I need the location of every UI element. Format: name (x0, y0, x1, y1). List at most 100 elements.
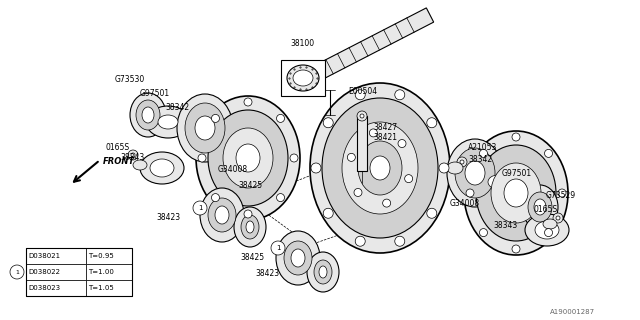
Circle shape (558, 189, 566, 197)
Circle shape (357, 111, 367, 121)
Bar (86, 248, 132, 264)
Ellipse shape (185, 103, 225, 153)
Bar (86, 280, 132, 296)
Ellipse shape (246, 221, 254, 233)
Text: 38343: 38343 (493, 220, 517, 229)
Text: 38342: 38342 (165, 103, 189, 113)
Text: 0165S: 0165S (534, 205, 558, 214)
Ellipse shape (314, 260, 332, 284)
Ellipse shape (358, 141, 402, 195)
Circle shape (404, 175, 413, 183)
Circle shape (211, 115, 220, 123)
Circle shape (128, 150, 138, 160)
Circle shape (276, 194, 285, 202)
Circle shape (311, 163, 321, 173)
Circle shape (360, 114, 364, 118)
Circle shape (355, 236, 365, 246)
Circle shape (383, 199, 390, 207)
Ellipse shape (136, 100, 160, 130)
Ellipse shape (293, 76, 307, 88)
Text: G34008: G34008 (218, 165, 248, 174)
Circle shape (545, 149, 552, 157)
Bar (26, 248, 132, 296)
Text: 38343: 38343 (120, 154, 144, 163)
Circle shape (211, 194, 220, 202)
Circle shape (131, 153, 135, 157)
Ellipse shape (287, 65, 319, 91)
Ellipse shape (310, 83, 450, 253)
Text: E00504: E00504 (348, 87, 377, 97)
Bar (26, 280, 86, 296)
Ellipse shape (342, 122, 418, 214)
Ellipse shape (522, 185, 558, 229)
Circle shape (323, 208, 333, 218)
Ellipse shape (234, 207, 266, 247)
Circle shape (395, 90, 404, 100)
Ellipse shape (525, 214, 569, 246)
Circle shape (198, 154, 206, 162)
Circle shape (427, 118, 436, 128)
Ellipse shape (142, 107, 154, 123)
Ellipse shape (236, 144, 260, 172)
Ellipse shape (195, 116, 215, 140)
Circle shape (512, 245, 520, 253)
Text: 38423: 38423 (156, 213, 180, 222)
Circle shape (457, 157, 467, 167)
Ellipse shape (447, 139, 503, 207)
Ellipse shape (488, 175, 508, 189)
Ellipse shape (146, 106, 190, 138)
Ellipse shape (293, 70, 313, 86)
Text: D038023: D038023 (28, 285, 60, 291)
Circle shape (427, 208, 436, 218)
Circle shape (479, 149, 488, 157)
Circle shape (466, 189, 474, 197)
Bar (26, 264, 86, 280)
Ellipse shape (140, 152, 184, 184)
Circle shape (244, 98, 252, 106)
Ellipse shape (455, 148, 495, 198)
Text: G97501: G97501 (502, 170, 532, 179)
Circle shape (355, 90, 365, 100)
Text: 1: 1 (198, 205, 202, 211)
Ellipse shape (534, 199, 546, 215)
Text: 38421: 38421 (373, 133, 397, 142)
Text: G34008: G34008 (450, 199, 480, 209)
Circle shape (348, 153, 355, 161)
Ellipse shape (158, 115, 178, 129)
Ellipse shape (241, 215, 259, 239)
Circle shape (244, 210, 252, 218)
Text: G73530: G73530 (115, 76, 145, 84)
Ellipse shape (276, 231, 320, 285)
Text: 1: 1 (276, 245, 280, 251)
Text: 38425: 38425 (238, 181, 262, 190)
Circle shape (439, 163, 449, 173)
Ellipse shape (465, 161, 485, 185)
Ellipse shape (476, 145, 556, 241)
Ellipse shape (535, 221, 559, 239)
Ellipse shape (208, 110, 288, 206)
Circle shape (354, 188, 362, 196)
Ellipse shape (284, 241, 312, 275)
Ellipse shape (200, 188, 244, 242)
Ellipse shape (543, 219, 557, 229)
Circle shape (479, 228, 488, 236)
Polygon shape (296, 8, 434, 89)
Circle shape (10, 265, 24, 279)
Ellipse shape (196, 96, 300, 220)
Text: T=1.00: T=1.00 (88, 269, 114, 275)
Text: D038022: D038022 (28, 269, 60, 275)
Ellipse shape (307, 252, 339, 292)
Bar (357, 116, 367, 171)
Circle shape (553, 213, 563, 223)
Ellipse shape (208, 198, 236, 232)
Ellipse shape (370, 156, 390, 180)
Text: 0165S: 0165S (105, 143, 129, 153)
Circle shape (290, 154, 298, 162)
Ellipse shape (223, 128, 273, 188)
Bar (26, 248, 86, 264)
Text: 38425: 38425 (240, 253, 264, 262)
Text: 38427: 38427 (373, 123, 397, 132)
Circle shape (323, 118, 333, 128)
Ellipse shape (528, 192, 552, 222)
Text: T=0.95: T=0.95 (88, 253, 114, 259)
